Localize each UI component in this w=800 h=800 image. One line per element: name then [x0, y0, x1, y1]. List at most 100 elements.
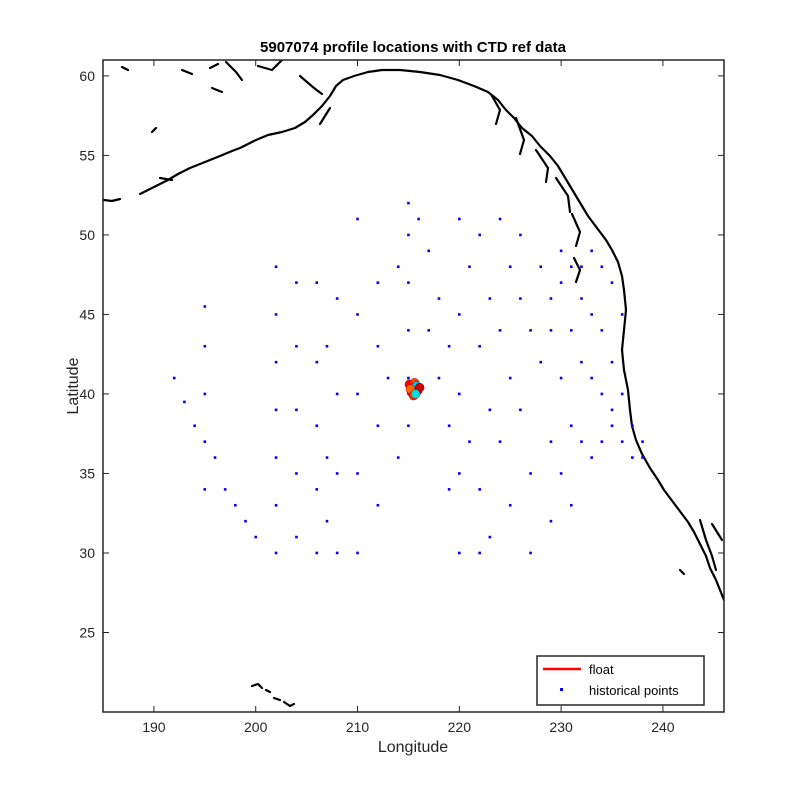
historical-point — [610, 281, 614, 284]
historical-point — [508, 265, 512, 269]
historical-point — [315, 488, 319, 491]
y-tick-label: 60 — [79, 68, 95, 84]
historical-point — [193, 424, 196, 428]
historical-point — [386, 376, 390, 380]
historical-point — [315, 360, 319, 364]
historical-point — [274, 313, 278, 316]
historical-points-layer — [172, 201, 644, 555]
historical-point — [458, 392, 461, 396]
historical-point — [437, 297, 441, 300]
historical-point — [549, 519, 553, 523]
historical-point — [549, 297, 553, 300]
historical-point — [631, 456, 634, 459]
historical-point — [274, 456, 278, 459]
historical-point — [478, 488, 481, 491]
historical-point — [529, 472, 532, 475]
x-tick-label: 210 — [346, 719, 370, 735]
historical-point — [295, 281, 298, 284]
historical-point — [447, 488, 451, 491]
historical-point — [203, 392, 207, 396]
historical-point — [458, 217, 461, 221]
historical-point — [478, 344, 481, 348]
historical-point — [203, 305, 207, 308]
historical-point — [295, 472, 298, 475]
historical-point — [254, 535, 258, 539]
historical-point — [468, 440, 471, 443]
historical-point — [295, 344, 298, 348]
historical-point — [590, 313, 593, 316]
historical-point — [569, 424, 573, 428]
historical-point — [549, 440, 553, 443]
historical-point — [610, 424, 614, 428]
coastline — [103, 60, 724, 708]
y-tick-label: 35 — [79, 465, 95, 481]
historical-point — [610, 360, 614, 364]
historical-point — [407, 424, 410, 428]
historical-point — [447, 344, 451, 348]
x-tick-label: 190 — [142, 719, 166, 735]
y-tick-label: 40 — [79, 386, 95, 402]
historical-point — [478, 233, 481, 237]
historical-point — [580, 297, 583, 300]
historical-point — [172, 376, 176, 380]
historical-point — [244, 519, 247, 523]
coastline-west-coast — [620, 288, 724, 602]
historical-point — [335, 472, 339, 475]
historical-point — [590, 376, 593, 380]
chart-title: 5907074 profile locations with CTD ref d… — [260, 39, 567, 56]
historical-point — [223, 488, 227, 491]
historical-point — [407, 201, 410, 205]
historical-point — [356, 313, 359, 316]
y-ticks: 25 30 35 40 45 50 55 60 — [79, 68, 724, 640]
historical-point — [529, 329, 532, 332]
historical-point — [325, 456, 329, 459]
x-tick-label: 230 — [549, 719, 573, 735]
historical-point — [488, 297, 492, 300]
float-point — [410, 389, 421, 399]
historical-point — [325, 519, 329, 523]
historical-point — [488, 408, 492, 412]
historical-point — [203, 488, 207, 491]
historical-point — [234, 503, 237, 507]
historical-point — [559, 376, 563, 380]
historical-point — [376, 344, 380, 348]
historical-point — [407, 376, 410, 380]
historical-point — [600, 329, 604, 332]
legend-historical-label: historical points — [589, 683, 679, 698]
historical-point — [498, 329, 502, 332]
historical-point — [508, 503, 512, 507]
historical-point — [539, 265, 543, 269]
y-axis-label: Latitude — [65, 357, 82, 414]
historical-point — [356, 472, 359, 475]
historical-point — [529, 551, 532, 555]
historical-point — [335, 551, 339, 555]
historical-point — [203, 440, 207, 443]
historical-point — [427, 249, 431, 253]
historical-point — [274, 503, 278, 507]
coastline-alaska — [103, 68, 626, 292]
historical-point — [559, 249, 563, 253]
historical-point — [376, 281, 380, 284]
historical-point — [396, 456, 400, 459]
historical-point — [559, 281, 563, 284]
historical-point — [295, 408, 298, 412]
x-axis-label: Longitude — [378, 739, 448, 756]
coastline-bc-inlets — [490, 94, 582, 284]
historical-point — [447, 424, 451, 428]
historical-point — [335, 297, 339, 300]
y-tick-label: 55 — [79, 147, 95, 163]
historical-point — [498, 217, 502, 221]
x-ticks: 190 200 210 220 230 240 — [142, 60, 675, 735]
historical-point — [539, 360, 543, 364]
historical-point — [183, 400, 186, 404]
historical-point — [203, 344, 207, 348]
historical-point — [407, 329, 410, 332]
historical-point — [376, 424, 380, 428]
historical-point — [274, 551, 278, 555]
legend-float-label: float — [589, 662, 614, 677]
historical-point — [569, 503, 573, 507]
historical-point — [631, 424, 634, 428]
historical-point — [458, 472, 461, 475]
historical-point — [641, 456, 644, 459]
